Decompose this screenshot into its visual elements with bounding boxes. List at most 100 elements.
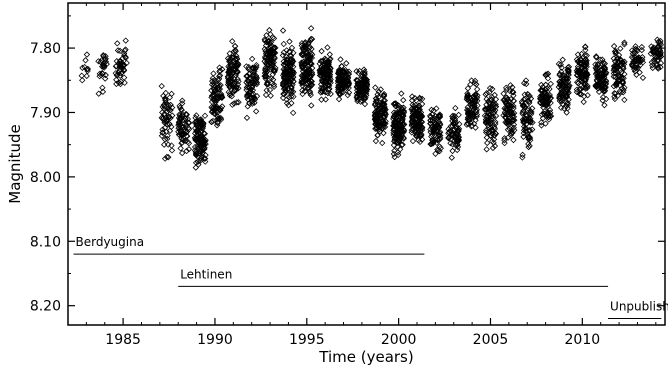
data-point <box>360 95 367 102</box>
data-point <box>307 80 314 88</box>
data-point <box>217 116 225 123</box>
data-point <box>557 61 564 68</box>
data-point <box>198 154 205 161</box>
data-point <box>657 37 664 45</box>
data-point <box>233 63 241 70</box>
data-point <box>302 76 309 83</box>
data-point <box>492 129 499 137</box>
data-point <box>594 70 601 77</box>
data-point <box>299 51 306 58</box>
data-point <box>270 35 278 42</box>
data-point <box>269 50 276 58</box>
data-point <box>565 69 572 76</box>
data-point <box>546 85 553 93</box>
data-point <box>288 60 296 67</box>
data-point <box>159 126 166 133</box>
data-point <box>299 82 306 89</box>
data-point <box>465 116 473 123</box>
data-point <box>337 56 344 63</box>
data-point <box>264 58 272 65</box>
data-point <box>102 75 109 82</box>
data-point <box>492 120 499 128</box>
data-point <box>557 82 564 89</box>
data-point <box>563 100 571 107</box>
data-point <box>573 86 581 93</box>
data-point <box>355 95 363 102</box>
data-point <box>650 44 657 51</box>
data-point <box>299 63 306 70</box>
data-point <box>338 78 345 85</box>
data-point <box>345 68 353 75</box>
data-point <box>456 120 463 128</box>
annotation-label: Unpublished <box>610 300 668 314</box>
data-point <box>473 86 481 93</box>
data-point <box>446 129 453 136</box>
data-point <box>395 119 403 126</box>
data-point <box>483 112 491 120</box>
data-point <box>520 107 527 115</box>
data-point <box>484 122 492 129</box>
data-point <box>283 96 290 103</box>
data-point <box>638 43 645 51</box>
data-point <box>601 88 608 95</box>
data-point <box>261 36 268 43</box>
data-point <box>178 131 185 138</box>
data-point <box>556 91 564 98</box>
data-point <box>560 75 567 83</box>
data-point <box>363 84 370 91</box>
data-point <box>267 64 275 71</box>
data-point <box>175 121 182 129</box>
data-point <box>410 102 417 110</box>
data-point <box>602 78 610 85</box>
data-point <box>437 145 444 152</box>
data-point <box>500 90 507 97</box>
x-tick-label: 2005 <box>473 332 509 348</box>
data-point <box>502 99 509 106</box>
data-point <box>114 40 121 47</box>
data-point <box>621 96 628 104</box>
data-point <box>79 77 86 84</box>
data-point <box>525 98 533 105</box>
data-point <box>449 147 456 155</box>
data-point <box>510 136 517 144</box>
data-point <box>390 141 398 149</box>
data-point <box>486 89 493 96</box>
data-point <box>318 81 325 88</box>
data-point <box>593 54 600 61</box>
data-point <box>279 27 287 34</box>
data-point <box>395 102 403 110</box>
data-point <box>483 146 490 153</box>
data-point <box>289 81 296 88</box>
data-point <box>202 140 209 148</box>
data-point <box>577 69 584 76</box>
data-point <box>393 109 400 117</box>
data-point <box>373 111 381 118</box>
data-point <box>543 97 550 105</box>
data-point <box>429 128 437 135</box>
data-point <box>216 72 224 79</box>
y-tick-label: 8.00 <box>30 170 61 186</box>
data-point <box>582 43 589 51</box>
data-point <box>522 95 529 103</box>
data-point <box>182 111 190 118</box>
data-point <box>632 43 639 50</box>
data-point <box>162 97 169 104</box>
data-point <box>649 45 656 52</box>
data-point <box>303 65 310 72</box>
data-point <box>269 76 277 83</box>
data-point <box>409 137 417 145</box>
data-point <box>547 80 554 88</box>
data-point <box>158 114 165 121</box>
data-point <box>418 95 426 103</box>
data-point <box>201 112 209 119</box>
data-point <box>502 114 509 122</box>
data-point <box>335 88 342 95</box>
data-point <box>392 103 399 110</box>
data-point <box>288 44 296 52</box>
data-point <box>308 81 316 88</box>
data-point <box>360 75 368 83</box>
data-point <box>211 107 218 114</box>
data-point <box>235 85 242 92</box>
data-point <box>582 58 589 66</box>
data-point <box>231 42 239 50</box>
